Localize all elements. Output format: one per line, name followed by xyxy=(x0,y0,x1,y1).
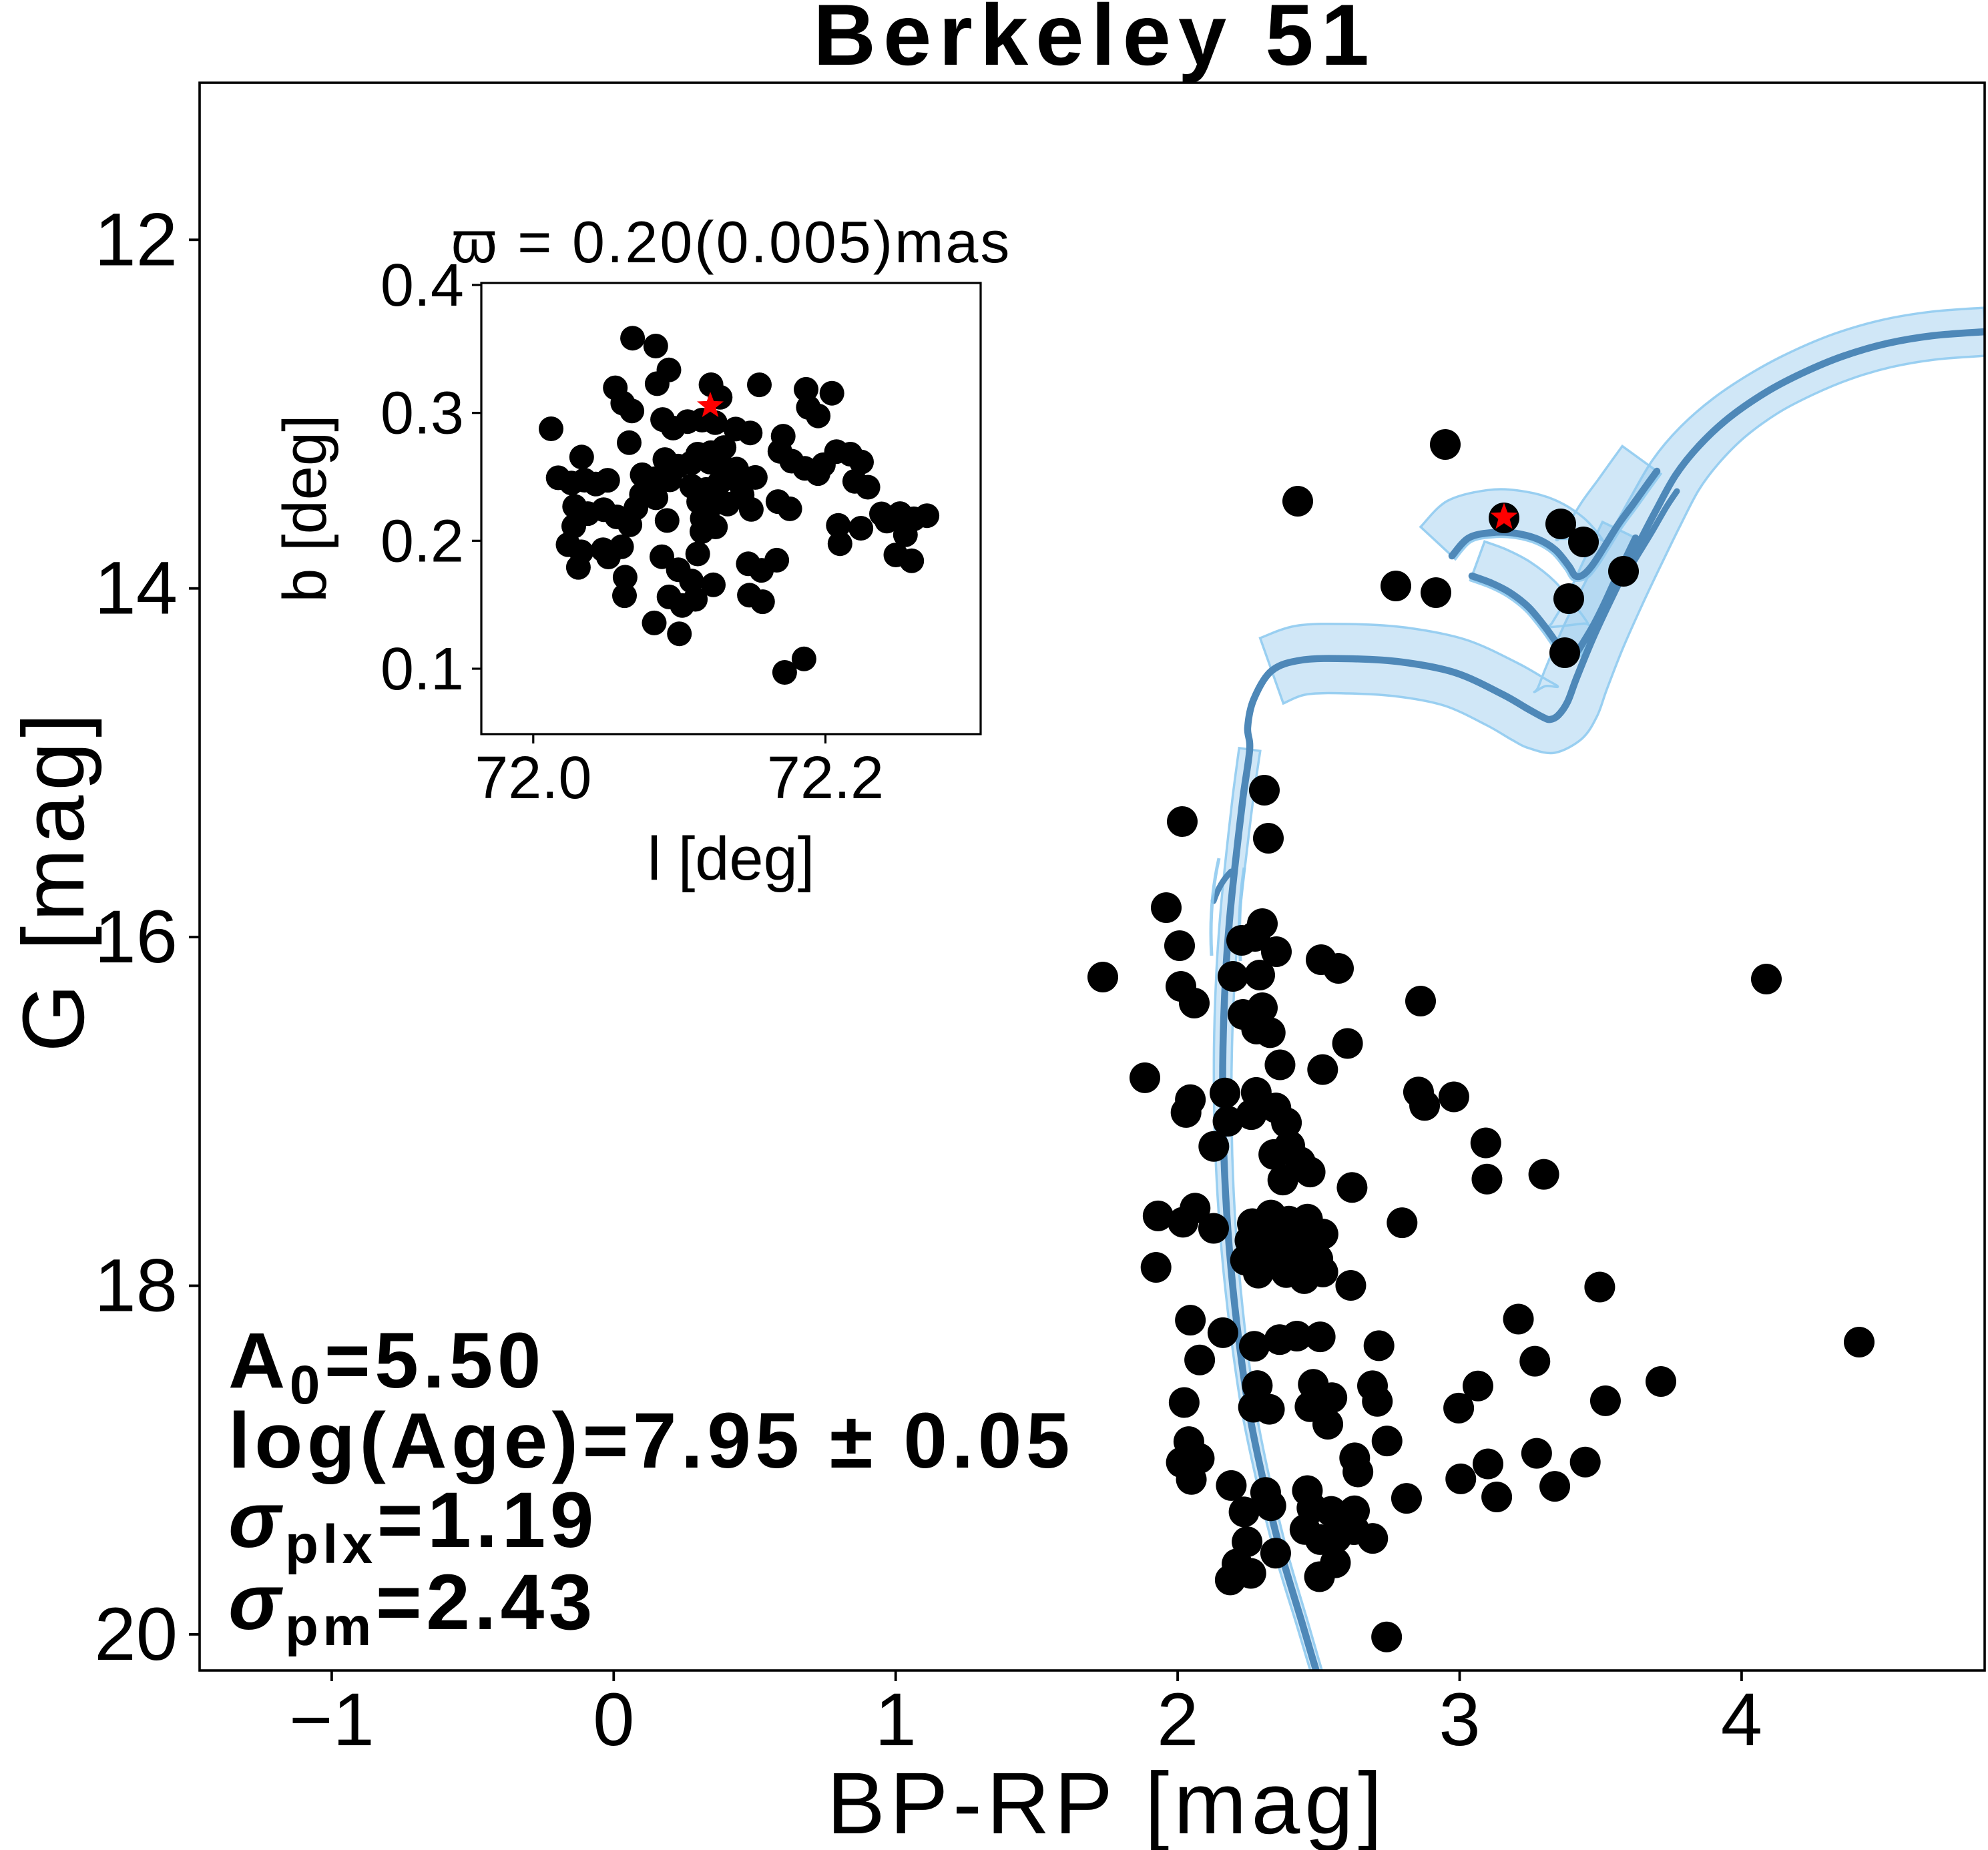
svg-text:0: 0 xyxy=(593,1678,634,1761)
svg-text:0.4: 0.4 xyxy=(381,252,464,319)
svg-text:18: 18 xyxy=(94,1244,178,1327)
svg-text:ϖ = 0.20(0.005)mas: ϖ = 0.20(0.005)mas xyxy=(451,209,1011,275)
svg-text:BP-RP [mag]: BP-RP [mag] xyxy=(826,1754,1387,1850)
svg-text:3: 3 xyxy=(1439,1678,1480,1761)
svg-text:σpm=2.43: σpm=2.43 xyxy=(228,1558,597,1657)
svg-text:−1: −1 xyxy=(289,1678,375,1761)
svg-text:72.0: 72.0 xyxy=(475,745,591,812)
svg-text:1: 1 xyxy=(875,1678,917,1761)
svg-text:log(Age)=7.95 ± 0.05: log(Age)=7.95 ± 0.05 xyxy=(228,1397,1074,1485)
svg-text:2: 2 xyxy=(1157,1678,1198,1761)
svg-text:A0=5.50: A0=5.50 xyxy=(228,1317,545,1416)
svg-text:σplx=1.19: σplx=1.19 xyxy=(228,1476,598,1575)
svg-text:72.2: 72.2 xyxy=(767,745,884,812)
svg-text:0.3: 0.3 xyxy=(381,380,464,447)
svg-text:b [deg]: b [deg] xyxy=(271,414,339,602)
svg-text:4: 4 xyxy=(1721,1678,1762,1761)
svg-text:Berkeley 51: Berkeley 51 xyxy=(813,0,1377,83)
svg-text:0.2: 0.2 xyxy=(381,508,464,575)
svg-text:12: 12 xyxy=(94,198,178,281)
svg-text:G [mag]: G [mag] xyxy=(4,709,102,1052)
svg-text:14: 14 xyxy=(94,547,178,630)
svg-text:16: 16 xyxy=(94,895,178,978)
svg-text:0.1: 0.1 xyxy=(381,636,464,703)
svg-text:20: 20 xyxy=(94,1592,178,1676)
svg-text:l [deg]: l [deg] xyxy=(648,825,815,893)
